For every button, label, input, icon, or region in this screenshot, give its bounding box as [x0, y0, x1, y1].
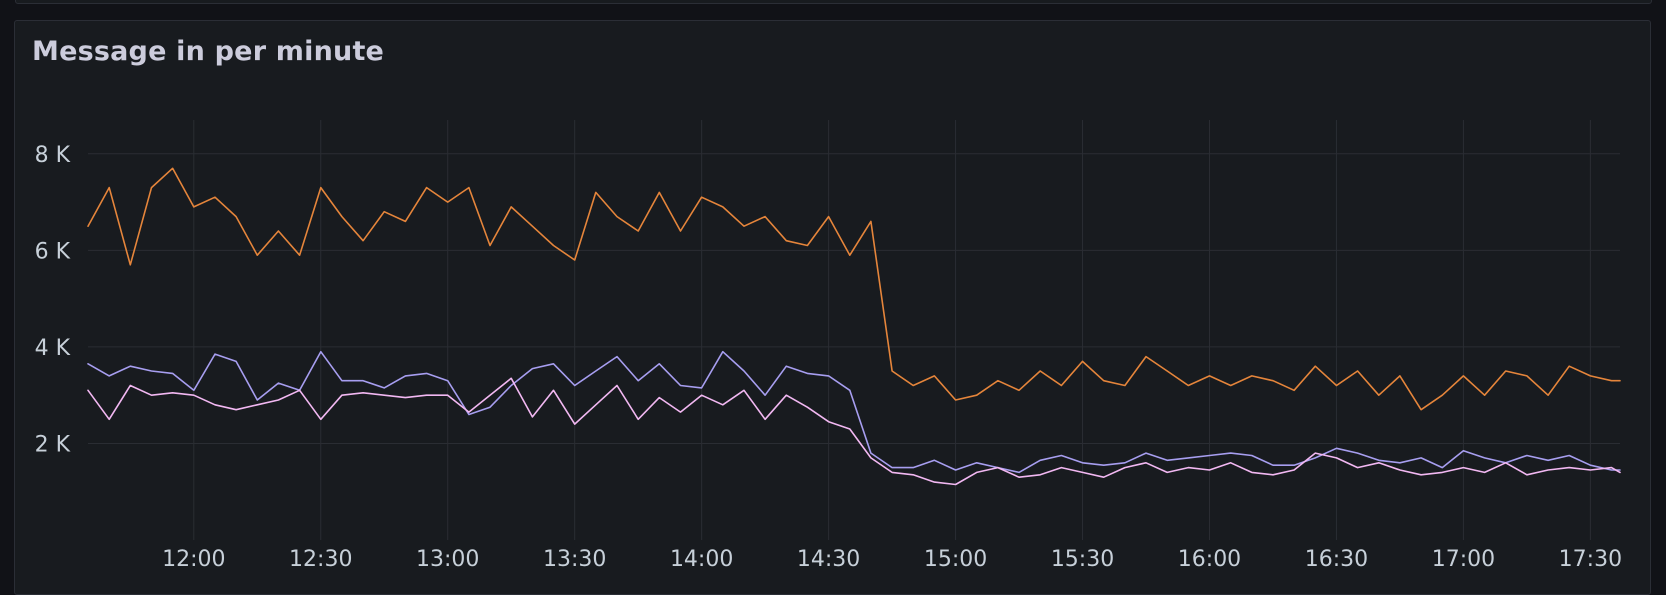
x-tick-label: 16:30 [1305, 547, 1368, 572]
series-line-1[interactable] [87, 167, 1621, 411]
series-line-2[interactable] [87, 350, 1621, 474]
x-tick-label: 16:00 [1178, 547, 1241, 572]
x-tick-label: 14:30 [797, 547, 860, 572]
x-tick-label: 13:30 [543, 547, 606, 572]
x-axis: 12:00 12:30 13:00 13:30 14:00 14:30 15:00 15:30… [162, 547, 1622, 572]
y-axis: 2 K 4 K 6 K 8 K [35, 143, 71, 458]
y-tick-label: 8 K [35, 143, 71, 168]
x-tick-label: 17:30 [1559, 547, 1622, 572]
series-group [87, 167, 1621, 486]
grid [88, 120, 1620, 540]
x-tick-label: 17:00 [1432, 547, 1495, 572]
panel-title[interactable]: Message in per minute [32, 36, 385, 67]
series-line-3[interactable] [87, 377, 1621, 486]
x-tick-label: 15:00 [924, 547, 987, 572]
y-tick-label: 6 K [35, 239, 71, 264]
x-tick-label: 15:30 [1051, 547, 1114, 572]
x-tick-label: 14:00 [670, 547, 733, 572]
x-tick-label: 13:00 [416, 547, 479, 572]
x-tick-label: 12:30 [289, 547, 352, 572]
x-tick-label: 12:00 [162, 547, 225, 572]
previous-panel-edge [15, 0, 1652, 4]
line-chart: 2 K 4 K 6 K 8 K 12:00 12:30 13:00 13:30 14:00 14… [35, 120, 1622, 572]
y-tick-label: 4 K [35, 336, 71, 361]
y-tick-label: 2 K [35, 432, 71, 457]
